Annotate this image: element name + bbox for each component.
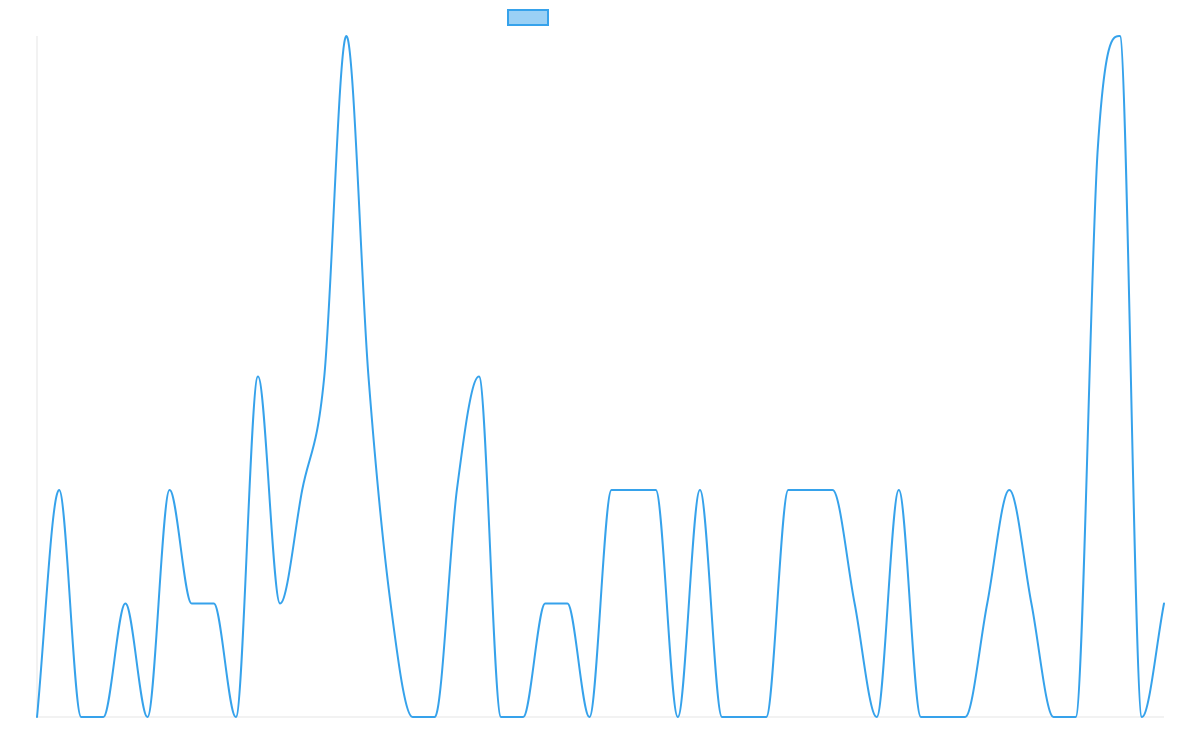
data-point-20[interactable]	[476, 374, 482, 380]
data-point-1[interactable]	[56, 487, 62, 493]
data-point-14[interactable]	[343, 33, 349, 39]
data-point-49[interactable]	[1117, 33, 1123, 39]
data-point-9[interactable]	[233, 714, 239, 720]
data-point-38[interactable]	[874, 714, 880, 720]
series-line	[36, 35, 1165, 719]
data-point-15[interactable]	[365, 374, 371, 380]
data-point-2[interactable]	[78, 714, 84, 720]
data-point-40[interactable]	[918, 714, 924, 720]
data-point-47[interactable]	[1073, 714, 1079, 720]
data-point-11[interactable]	[277, 601, 283, 607]
data-point-19[interactable]	[454, 487, 460, 493]
data-point-35[interactable]	[807, 487, 813, 493]
data-point-36[interactable]	[830, 487, 836, 493]
data-point-7[interactable]	[189, 601, 195, 607]
data-point-22[interactable]	[520, 714, 526, 720]
data-point-28[interactable]	[653, 487, 659, 493]
data-point-18[interactable]	[432, 714, 438, 720]
data-point-23[interactable]	[542, 601, 548, 607]
legend[interactable]	[507, 9, 549, 26]
data-point-45[interactable]	[1028, 601, 1034, 607]
data-point-21[interactable]	[498, 714, 504, 720]
data-point-3[interactable]	[100, 714, 106, 720]
data-point-4[interactable]	[122, 601, 128, 607]
data-point-25[interactable]	[586, 714, 592, 720]
data-point-51[interactable]	[1161, 601, 1167, 607]
data-point-43[interactable]	[984, 601, 990, 607]
data-point-17[interactable]	[410, 714, 416, 720]
data-point-5[interactable]	[144, 714, 150, 720]
data-point-34[interactable]	[785, 487, 791, 493]
data-point-27[interactable]	[631, 487, 637, 493]
data-point-0[interactable]	[34, 714, 40, 720]
data-point-48[interactable]	[1095, 147, 1101, 153]
data-point-32[interactable]	[741, 714, 747, 720]
data-point-37[interactable]	[852, 601, 858, 607]
data-point-50[interactable]	[1139, 714, 1145, 720]
data-point-39[interactable]	[896, 487, 902, 493]
data-point-16[interactable]	[388, 601, 394, 607]
data-point-8[interactable]	[211, 601, 217, 607]
data-point-26[interactable]	[609, 487, 615, 493]
data-point-12[interactable]	[299, 487, 305, 493]
data-point-24[interactable]	[564, 601, 570, 607]
data-point-30[interactable]	[697, 487, 703, 493]
data-point-31[interactable]	[719, 714, 725, 720]
data-point-44[interactable]	[1006, 487, 1012, 493]
data-point-13[interactable]	[321, 374, 327, 380]
data-point-42[interactable]	[962, 714, 968, 720]
data-point-10[interactable]	[255, 374, 261, 380]
data-point-29[interactable]	[675, 714, 681, 720]
data-point-41[interactable]	[940, 714, 946, 720]
data-point-33[interactable]	[763, 714, 769, 720]
legend-swatch[interactable]	[507, 9, 549, 26]
data-point-6[interactable]	[167, 487, 173, 493]
data-point-46[interactable]	[1051, 714, 1057, 720]
